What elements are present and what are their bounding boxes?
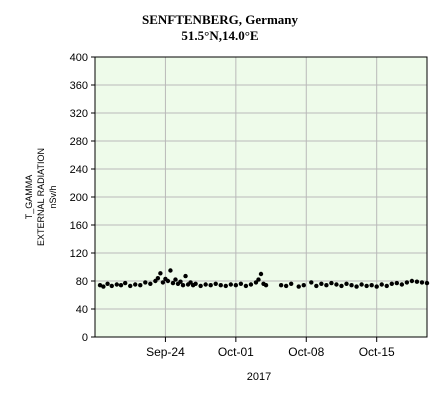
- data-point: [165, 278, 171, 284]
- y-axis-label-line-3: nSv/h: [48, 185, 58, 208]
- data-point: [384, 283, 389, 289]
- data-point: [309, 280, 314, 285]
- y-axis-label-line-2: EXTERNAL RADIATION: [36, 148, 46, 246]
- data-point: [223, 283, 228, 289]
- data-point: [339, 283, 344, 289]
- y-tick-label: 240: [70, 164, 88, 176]
- data-point: [198, 283, 203, 289]
- y-tick-label: 320: [70, 108, 88, 120]
- y-tick-label: 80: [76, 276, 88, 288]
- data-point: [170, 280, 176, 286]
- data-point: [369, 283, 374, 288]
- data-point: [148, 281, 153, 286]
- data-point: [97, 283, 103, 288]
- data-point: [138, 283, 143, 288]
- data-point: [394, 280, 400, 286]
- y-tick-label: 40: [76, 304, 88, 316]
- data-point: [349, 283, 354, 288]
- x-tick-label: Sep-24: [146, 345, 185, 359]
- data-point: [324, 283, 329, 288]
- data-point: [278, 283, 284, 288]
- y-tick-label: 120: [70, 248, 88, 260]
- data-point: [243, 283, 249, 289]
- data-point: [105, 281, 110, 286]
- data-point: [133, 282, 138, 287]
- y-tick-label: 400: [70, 52, 88, 64]
- data-point: [238, 281, 244, 286]
- data-point: [419, 280, 425, 285]
- data-point: [379, 282, 384, 287]
- data-point: [301, 283, 306, 288]
- data-point: [354, 284, 359, 289]
- data-point: [344, 281, 349, 286]
- data-point: [334, 282, 339, 287]
- x-axis-label: 2017: [247, 371, 271, 383]
- data-point: [399, 282, 405, 287]
- data-point: [173, 277, 178, 282]
- y-tick-label: 280: [70, 136, 88, 148]
- data-point: [109, 283, 114, 289]
- data-point: [180, 283, 186, 288]
- data-point: [153, 278, 158, 284]
- data-point: [258, 271, 264, 277]
- chart-title: SENFTENBERG, Germany: [142, 12, 299, 27]
- x-tick-label: Oct-08: [288, 345, 324, 359]
- data-point: [296, 284, 301, 289]
- data-point: [256, 277, 261, 282]
- data-point: [101, 284, 106, 289]
- y-tick-label: 0: [82, 332, 88, 344]
- data-point: [359, 282, 364, 287]
- data-point: [404, 280, 410, 285]
- data-point: [203, 282, 208, 287]
- chart-subtitle: 51.5°N,14.0°E: [181, 28, 258, 43]
- data-point: [122, 280, 128, 286]
- data-point: [409, 278, 415, 284]
- data-point: [128, 283, 133, 289]
- y-tick-label: 200: [70, 192, 88, 204]
- data-point: [118, 283, 124, 288]
- data-point: [178, 279, 183, 284]
- data-point: [158, 271, 163, 276]
- data-point: [389, 281, 394, 286]
- data-point: [253, 280, 259, 285]
- x-axis: Sep-24 Oct-01 Oct-08 Oct-15: [146, 337, 395, 359]
- data-point: [193, 281, 198, 286]
- x-tick-label: Oct-01: [218, 345, 254, 359]
- y-tick-label: 360: [70, 80, 88, 92]
- data-point: [263, 283, 269, 288]
- y-tick-label: 160: [70, 220, 88, 232]
- data-point: [329, 280, 334, 286]
- data-point: [314, 283, 319, 289]
- data-point: [213, 281, 218, 286]
- data-point: [143, 280, 148, 285]
- data-point: [288, 281, 294, 286]
- data-point: [319, 281, 324, 286]
- data-point: [283, 283, 289, 289]
- data-point: [188, 280, 193, 285]
- y-axis: 0 40 80 120 160 200 240 280 320 360 400: [70, 52, 95, 344]
- data-point: [233, 283, 239, 288]
- data-point: [248, 282, 254, 287]
- data-point: [160, 280, 166, 285]
- data-point: [218, 283, 223, 288]
- data-point: [168, 268, 173, 273]
- y-axis-label-line-1: T_GAMMA: [24, 175, 34, 220]
- data-point: [114, 282, 119, 287]
- data-point: [364, 283, 369, 289]
- data-point: [155, 276, 161, 281]
- data-point: [183, 273, 188, 279]
- data-point: [208, 283, 213, 288]
- data-point: [374, 284, 379, 289]
- grid: [95, 57, 427, 337]
- x-tick-label: Oct-15: [359, 345, 395, 359]
- data-point: [414, 279, 420, 284]
- data-point: [228, 282, 234, 287]
